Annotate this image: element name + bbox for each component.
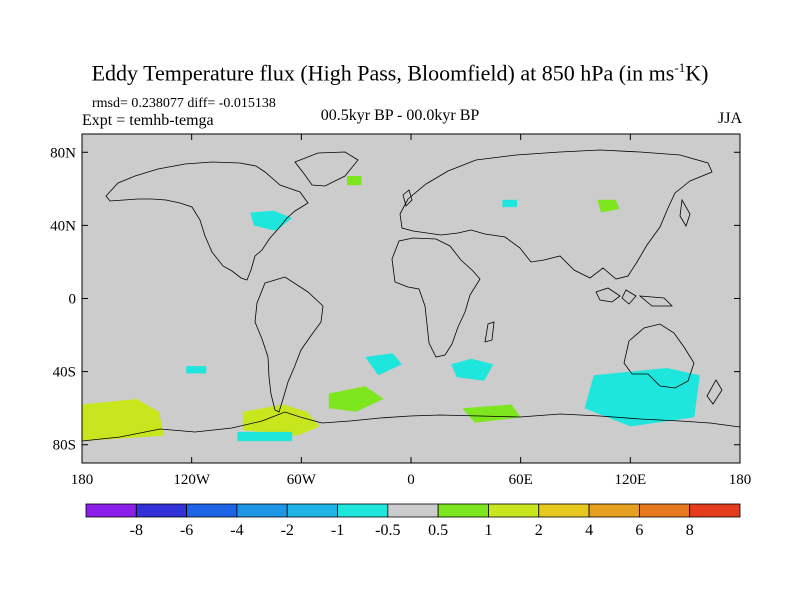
anomaly-caspian-negative	[502, 199, 517, 208]
colorbar-label: 1	[484, 522, 492, 539]
anomaly-drake-passage-positive	[242, 404, 320, 436]
coastline-north-america	[105, 161, 309, 281]
y-tick-label: 80S	[53, 438, 76, 454]
colorbar-swatch	[286, 503, 338, 518]
colorbar-swatch	[387, 503, 439, 518]
colorbar-label: 4	[585, 522, 593, 539]
y-tick-label: 0	[69, 292, 77, 308]
colorbar-label: -4	[230, 522, 243, 539]
colorbar-swatch	[236, 503, 288, 518]
anomaly-indian-ocean-positive	[462, 404, 521, 423]
coastline-japan	[679, 198, 691, 227]
coastline-maritime	[595, 287, 673, 307]
anomaly-south-australia-negative	[584, 368, 700, 427]
x-tick-labels: 180 120W 60W 0 60E 120E 180	[71, 472, 752, 488]
colorbar-label: 6	[635, 522, 643, 539]
stats-line: rmsd= 0.238077 diff= -0.015138	[92, 96, 276, 111]
chart-title: Eddy Temperature flux (High Pass, Bloomf…	[91, 60, 709, 86]
season-label: JJA	[717, 110, 742, 127]
colorbar-swatch	[437, 503, 489, 518]
coastline-uk	[402, 189, 413, 207]
anomaly-south-atlantic-positive	[328, 386, 384, 412]
colorbar-swatch	[186, 503, 238, 518]
colorbar: -8 -6 -4 -2 -1 -0.5 0.5 1 2 4 6 8	[85, 503, 741, 539]
colorbar-swatch	[85, 503, 137, 518]
colorbar-swatch	[337, 503, 389, 518]
y-tick-label: 40S	[53, 365, 76, 381]
coastline-greenland	[294, 151, 359, 187]
axis-ticks	[81, 134, 741, 463]
colorbar-label: -0.5	[375, 522, 400, 539]
coastlines	[81, 149, 741, 442]
y-tick-label: 40N	[50, 218, 76, 234]
colorbar-label: -6	[180, 522, 193, 539]
experiment-label: Expt = temhb-temga	[82, 112, 214, 129]
anomaly-south-africa-negative	[451, 358, 494, 381]
coastline-antarctica	[81, 411, 741, 442]
coastline-africa	[391, 237, 481, 358]
colorbar-swatch	[588, 503, 640, 518]
colorbar-label: -1	[331, 522, 344, 539]
x-tick-label: 120E	[614, 472, 646, 488]
colorbar-swatch	[689, 503, 741, 518]
period-label: 00.5kyr BP - 00.0kyr BP	[320, 107, 480, 124]
x-tick-label: 0	[407, 472, 415, 488]
colorbar-label: 8	[686, 522, 694, 539]
colorbar-swatch	[638, 503, 691, 518]
colorbar-swatch	[488, 503, 540, 518]
y-tick-labels: 80N 40N 0 40S 80S	[50, 145, 76, 453]
coastline-madagascar	[484, 321, 495, 343]
colorbar-label: 2	[535, 522, 543, 539]
colorbar-label: 0.5	[428, 522, 448, 539]
x-tick-label: 180	[729, 472, 752, 488]
x-tick-label: 120W	[173, 472, 211, 488]
coastline-south-america	[254, 276, 324, 413]
colorbar-swatch	[135, 503, 188, 518]
anomaly-south-pacific-positive	[82, 399, 165, 442]
colorbar-label: -2	[281, 522, 294, 539]
coastline-new-zealand	[706, 379, 723, 405]
anomaly-south-atlantic-negative	[365, 353, 402, 376]
x-tick-label: 180	[71, 472, 94, 488]
colorbar-swatch	[538, 503, 590, 518]
anomaly-mongolia-positive	[597, 199, 620, 213]
anomaly-arctic-atlantic-positive	[347, 176, 362, 186]
anomaly-south-pacific-negative-small	[186, 366, 207, 374]
coastline-australia	[623, 323, 695, 389]
coastline-eurasia	[399, 149, 713, 280]
anomaly-layer	[82, 176, 700, 442]
x-tick-label: 60W	[287, 472, 317, 488]
x-tick-label: 60E	[509, 472, 533, 488]
y-tick-label: 80N	[50, 145, 76, 161]
anomaly-weddell-negative	[237, 431, 293, 442]
colorbar-label: -8	[130, 522, 143, 539]
anomaly-north-atlantic-coast-negative	[250, 210, 293, 231]
